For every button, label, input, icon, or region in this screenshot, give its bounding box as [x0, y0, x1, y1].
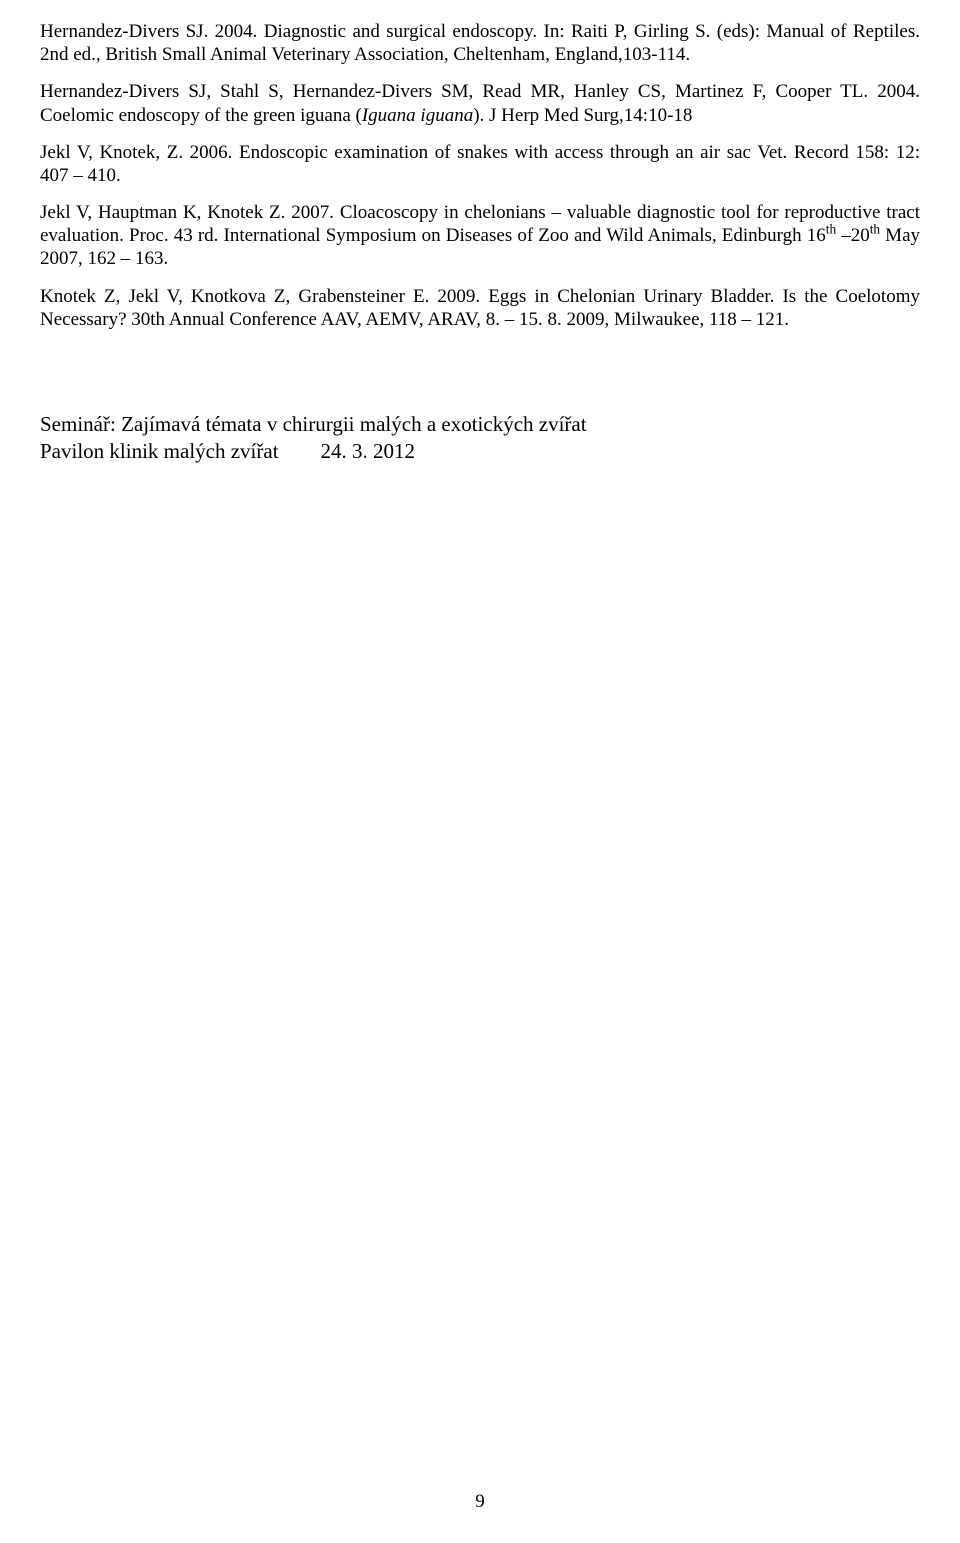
reference-item: Hernandez-Divers SJ, Stahl S, Hernandez-… [40, 80, 920, 126]
section-subtitle-left: Pavilon klinik malých zvířat [40, 439, 279, 463]
page-number: 9 [0, 1491, 960, 1513]
reference-item: Jekl V, Hauptman K, Knotek Z. 2007. Cloa… [40, 201, 920, 271]
section-title: Seminář: Zajímavá témata v chirurgii mal… [40, 411, 920, 438]
document-page: Hernandez-Divers SJ. 2004. Diagnostic an… [0, 0, 960, 1543]
reference-item: Jekl V, Knotek, Z. 2006. Endoscopic exam… [40, 141, 920, 187]
reference-item: Hernandez-Divers SJ. 2004. Diagnostic an… [40, 20, 920, 66]
section-subtitle: Pavilon klinik malých zvířat 24. 3. 2012 [40, 438, 920, 465]
reference-item: Knotek Z, Jekl V, Knotkova Z, Grabenstei… [40, 285, 920, 331]
section-subtitle-right: 24. 3. 2012 [321, 439, 416, 463]
